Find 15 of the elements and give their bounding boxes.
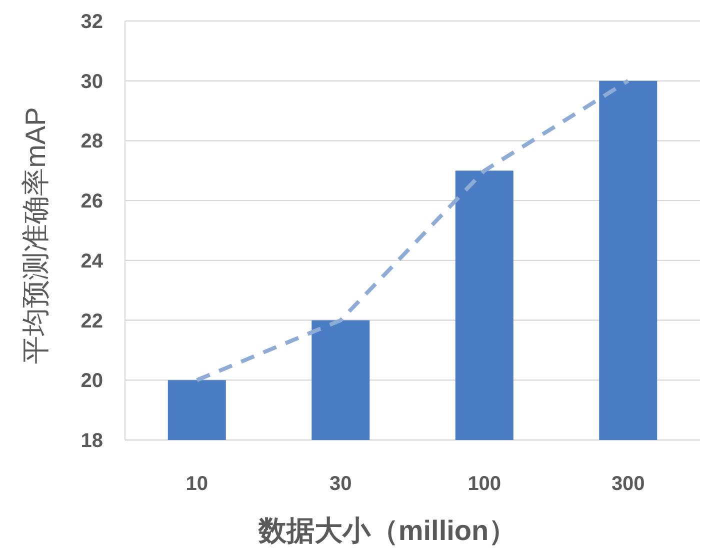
x-tick-label: 30 <box>330 473 352 495</box>
x-tick-label: 300 <box>611 473 645 495</box>
x-axis-title: 数据大小（million） <box>257 515 517 546</box>
line-series <box>194 78 630 382</box>
y-tick-label: 26 <box>80 190 103 213</box>
y-axis-title: 平均预测准确率mAP <box>20 107 51 364</box>
y-tick-label: 22 <box>80 310 103 332</box>
y-tick-label: 20 <box>80 370 103 392</box>
x-tick-label: 100 <box>468 473 502 495</box>
x-tick-label: 10 <box>186 473 208 495</box>
y-tick-label: 30 <box>80 70 103 93</box>
y-tick-label: 32 <box>80 11 103 33</box>
y-tick-label: 18 <box>80 430 103 452</box>
y-tick-label: 28 <box>80 130 103 153</box>
y-tick-label: 24 <box>80 250 104 272</box>
